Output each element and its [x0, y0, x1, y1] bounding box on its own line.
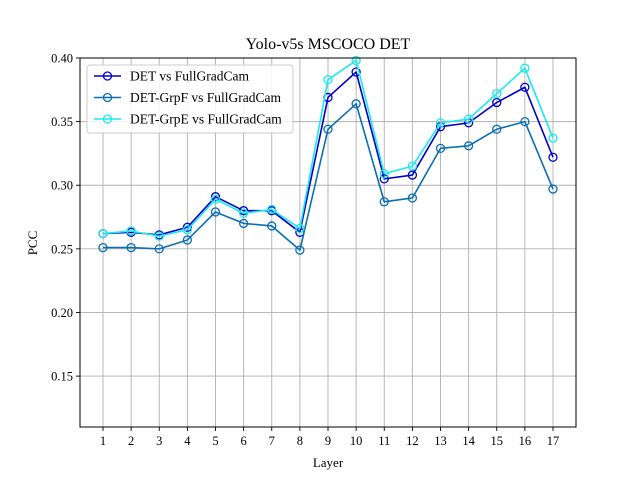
data-point [548, 152, 558, 162]
data-point [520, 116, 530, 127]
series-line [102, 59, 554, 237]
data-point [379, 197, 389, 207]
x-tick-label: 3 [156, 434, 162, 448]
x-tick-label: 12 [406, 434, 419, 448]
data-point [126, 226, 136, 236]
legend-entry: DET-GrpE vs FullGradCam [94, 112, 282, 127]
data-point [492, 97, 502, 108]
data-point [435, 118, 446, 128]
data-point [210, 207, 221, 217]
data-point [520, 82, 530, 92]
data-point [351, 67, 361, 77]
y-tick-label: 0.30 [51, 179, 73, 193]
data-point [548, 133, 558, 143]
data-point [323, 74, 333, 85]
y-tick-label: 0.40 [51, 52, 73, 66]
x-tick-label: 11 [378, 434, 390, 448]
series-2 [98, 99, 558, 255]
data-point [182, 222, 193, 232]
data-point [435, 143, 446, 153]
axis-ticks: 1 2 3 4 5 6 7 8 9 10 11 12 13 14 15 16 170.150.200.250.3… [51, 52, 559, 449]
legend-entry: DET vs FullGradCam [94, 69, 249, 84]
data-point [463, 114, 474, 124]
data-point [267, 204, 277, 215]
data-point [351, 99, 361, 109]
x-tick-label: 7 [269, 434, 275, 448]
data-point [295, 245, 305, 255]
x-tick-label: 9 [325, 434, 331, 448]
x-tick-label: 5 [212, 434, 218, 448]
legend-label: DET-GrpE vs FullGradCam [130, 112, 282, 127]
x-tick-label: 16 [519, 434, 532, 448]
data-point [379, 174, 389, 184]
data-point [210, 192, 221, 202]
data-point [295, 223, 305, 234]
legend-marker [102, 114, 113, 124]
data-point [98, 242, 108, 253]
y-tick-label: 0.15 [51, 370, 73, 384]
data-point [351, 55, 361, 66]
series-layer [98, 55, 558, 255]
data-point [492, 88, 502, 99]
data-point [238, 208, 249, 218]
x-axis-label: Layer [313, 455, 344, 470]
series-line [102, 71, 554, 236]
legend-box [86, 64, 294, 134]
y-tick-label: 0.25 [51, 242, 73, 256]
data-point [182, 235, 193, 245]
data-point [210, 194, 221, 204]
legend-marker [102, 92, 113, 103]
x-tick-label: 2 [128, 434, 134, 448]
series-3 [98, 55, 558, 241]
chart-title: Yolo-v5s MSCOCO DET [246, 36, 411, 53]
x-tick-label: 14 [462, 434, 475, 448]
data-point [407, 193, 418, 203]
y-tick-label: 0.35 [51, 115, 73, 129]
x-tick-label: 6 [241, 434, 247, 448]
data-point [520, 63, 530, 73]
x-tick-label: 13 [434, 434, 447, 448]
data-point [182, 225, 193, 235]
data-point [407, 170, 418, 180]
x-tick-label: 8 [297, 434, 303, 448]
x-tick-label: 4 [184, 434, 191, 448]
legend-marker [102, 71, 113, 81]
y-axis-label: PCC [25, 231, 40, 256]
data-point [238, 218, 249, 229]
legend-entry: DET-GrpF vs FullGradCam [94, 90, 281, 105]
data-point [98, 228, 108, 239]
legend-label: DET vs FullGradCam [130, 69, 249, 84]
data-point [492, 124, 502, 134]
x-tick-label: 17 [547, 434, 560, 448]
data-point [548, 184, 558, 194]
x-tick-label: 1 [100, 434, 106, 448]
x-tick-label: 15 [491, 434, 504, 448]
series-line [103, 103, 554, 251]
data-point [154, 231, 164, 241]
data-point [154, 244, 164, 254]
data-point [323, 124, 333, 134]
data-point [407, 161, 418, 171]
data-point [379, 169, 389, 179]
legend-label: DET-GrpF vs FullGradCam [130, 90, 281, 105]
y-tick-label: 0.20 [51, 306, 73, 320]
x-tick-label: 10 [350, 434, 363, 448]
legend: DET vs FullGradCam DET-GrpF vs FullGradCa… [86, 64, 294, 134]
data-point [267, 221, 277, 231]
data-point [463, 141, 474, 151]
data-point [126, 242, 136, 253]
